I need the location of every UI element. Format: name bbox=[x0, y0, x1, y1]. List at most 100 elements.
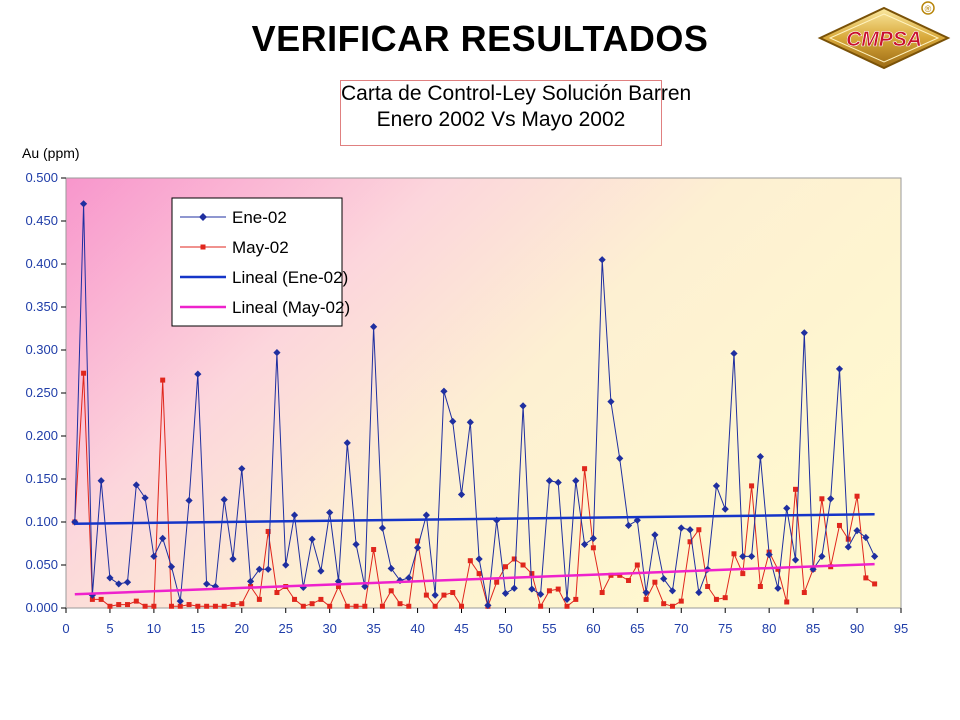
legend: Ene-02 May-02 Lineal (Ene-02) Lineal (May-0… bbox=[171, 197, 350, 327]
data-point-ene bbox=[739, 552, 747, 560]
x-tick-label: 80 bbox=[762, 621, 776, 636]
data-point-ene bbox=[580, 540, 589, 548]
cmpsa-logo: ® CMPSA bbox=[817, 1, 951, 70]
x-tick-label: 65 bbox=[630, 621, 644, 636]
data-point-may bbox=[582, 466, 588, 472]
data-point-ene bbox=[712, 482, 721, 490]
data-point-may bbox=[450, 590, 456, 596]
x-tick-label: 55 bbox=[542, 621, 556, 636]
data-point-ene bbox=[686, 526, 694, 534]
data-point-ene bbox=[422, 511, 430, 519]
y-tick-label: 0.500 bbox=[25, 170, 58, 185]
data-point-may bbox=[713, 596, 719, 602]
data-point-may bbox=[274, 590, 280, 596]
registered-mark-circle bbox=[921, 1, 935, 15]
x-tick-label: 70 bbox=[674, 621, 688, 636]
data-point-ene bbox=[194, 370, 202, 378]
data-point-may bbox=[388, 588, 394, 594]
data-point-may bbox=[204, 603, 210, 609]
data-point-ene bbox=[123, 578, 132, 586]
data-point-ene bbox=[290, 511, 299, 519]
data-point-ene bbox=[282, 561, 290, 569]
x-tick-label: 50 bbox=[498, 621, 512, 636]
data-point-ene bbox=[79, 200, 88, 208]
data-point-ene bbox=[405, 574, 413, 582]
logo-inner-outline bbox=[828, 13, 940, 63]
data-point-ene bbox=[835, 365, 844, 373]
data-point-may bbox=[239, 601, 245, 607]
data-point-may bbox=[819, 496, 825, 502]
data-point-may bbox=[160, 377, 166, 383]
data-point-ene bbox=[150, 552, 158, 560]
data-point-ene bbox=[326, 508, 334, 517]
data-point-may bbox=[784, 599, 790, 605]
data-point-ene bbox=[370, 323, 378, 331]
y-tick-label: 0.250 bbox=[25, 385, 58, 400]
data-point-may bbox=[397, 601, 403, 607]
legend-item: Lineal (May-02) bbox=[180, 298, 350, 317]
data-point-may bbox=[221, 603, 227, 609]
legend-item: Lineal (Ene-02) bbox=[180, 268, 348, 287]
data-point-ene bbox=[413, 544, 422, 552]
data-point-ene bbox=[185, 496, 193, 505]
data-point-ene bbox=[440, 387, 448, 395]
y-tick-label: 0.000 bbox=[25, 600, 58, 615]
data-point-ene bbox=[651, 531, 659, 539]
data-point-may bbox=[538, 603, 544, 609]
data-point-may bbox=[836, 522, 842, 528]
data-point-ene bbox=[484, 601, 492, 610]
data-point-may bbox=[511, 556, 517, 562]
data-point-ene bbox=[220, 496, 228, 504]
data-point-ene bbox=[862, 533, 870, 542]
x-tick-label: 25 bbox=[279, 621, 293, 636]
data-point-ene bbox=[501, 589, 510, 597]
data-point-ene bbox=[677, 524, 685, 532]
data-point-ene bbox=[827, 495, 835, 503]
legend-label: Lineal (Ene-02) bbox=[232, 268, 348, 287]
data-point-may bbox=[195, 603, 201, 609]
data-point-ene bbox=[264, 565, 272, 573]
series-lineal-may-02 bbox=[74, 562, 875, 596]
data-point-may bbox=[309, 601, 315, 607]
data-point-may bbox=[546, 588, 552, 594]
data-point-may bbox=[740, 571, 746, 577]
y-tick-label: 0.200 bbox=[25, 428, 58, 443]
data-point-may bbox=[142, 603, 148, 609]
data-point-may bbox=[520, 562, 526, 568]
x-axis: 0 5 10 15 20 25 30 35 40 45 50 55 60 65 70 75 80 85 90 95 bbox=[62, 608, 908, 636]
data-point-ene bbox=[176, 597, 184, 605]
logo-diamond-shape bbox=[817, 6, 951, 70]
data-point-may bbox=[590, 545, 596, 551]
x-tick-label: 85 bbox=[806, 621, 820, 636]
data-point-may bbox=[265, 528, 271, 534]
data-point-ene bbox=[783, 504, 791, 512]
chart-title-line-2: Enero 2002 Vs Mayo 2002 bbox=[376, 108, 626, 131]
data-point-may bbox=[125, 602, 131, 608]
data-point-may bbox=[406, 603, 412, 609]
data-point-may bbox=[116, 602, 122, 608]
data-point-may bbox=[107, 603, 113, 609]
x-tick-label: 30 bbox=[322, 621, 336, 636]
data-point-ene bbox=[457, 490, 466, 499]
data-point-ene bbox=[642, 588, 650, 597]
data-point-may bbox=[81, 370, 87, 376]
data-point-ene bbox=[378, 524, 387, 532]
data-point-may bbox=[634, 562, 640, 568]
series-line-lineal-ene-02 bbox=[74, 513, 875, 525]
data-point-may bbox=[292, 596, 298, 602]
data-point-may bbox=[731, 551, 737, 557]
x-tick-label: 75 bbox=[718, 621, 732, 636]
x-tick-label: 90 bbox=[850, 621, 864, 636]
data-point-may bbox=[564, 603, 570, 609]
data-point-ene bbox=[756, 453, 764, 461]
data-point-ene bbox=[493, 516, 501, 524]
data-point-ene bbox=[668, 587, 677, 595]
data-point-may bbox=[318, 596, 324, 602]
data-point-ene bbox=[396, 576, 404, 585]
x-tick-label: 35 bbox=[366, 621, 380, 636]
logo-text: CMPSA bbox=[846, 28, 922, 51]
data-point-ene bbox=[352, 540, 360, 548]
data-point-may bbox=[177, 603, 183, 609]
data-point-may bbox=[608, 572, 614, 578]
